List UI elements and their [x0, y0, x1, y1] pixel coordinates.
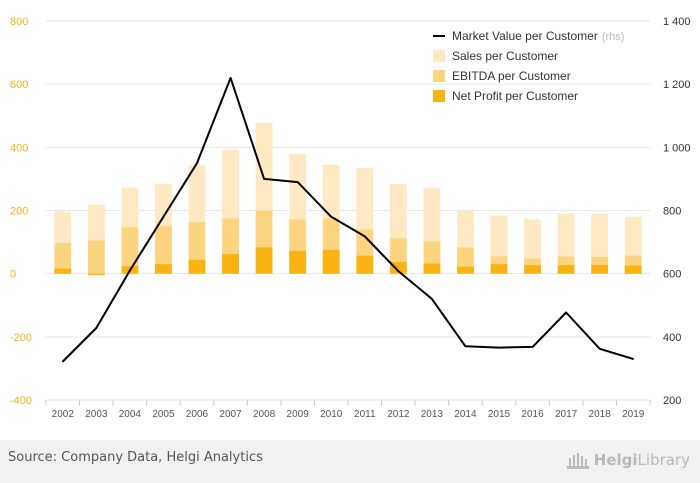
- left-axis-tick-label: -200: [10, 332, 32, 344]
- bar-ebitda-2002: [54, 243, 72, 274]
- market-value-point-2012: [397, 270, 400, 272]
- legend-item-label: Market Value per Customer (rhs): [452, 29, 624, 43]
- market-value-point-2008: [263, 178, 265, 180]
- grid-lines: [45, 20, 651, 406]
- x-tick-label: 2010: [320, 409, 343, 420]
- bar-ebitda-2003: [87, 240, 105, 274]
- legend-label-text: Net Profit per Customer: [452, 89, 578, 103]
- market-value-line-layer: [61, 76, 635, 363]
- right-axis-tick-label: 600: [663, 269, 681, 281]
- x-tick-label: 2016: [521, 409, 544, 420]
- bar-net-profit-2005: [155, 264, 172, 274]
- legend: Market Value per Customer (rhs) Sales per …: [433, 29, 624, 103]
- x-tick-label: 2011: [354, 409, 376, 420]
- right-axis-tick-label: 800: [663, 206, 681, 218]
- axis-labels: -400 -200 0 200 400 600 800 200 400 600 800 1 000 1 …: [10, 16, 691, 420]
- right-axis-tick-label: 1 000: [663, 142, 691, 154]
- bar-net-profit-2018: [591, 265, 609, 274]
- chart-svg: -400 -200 0 200 400 600 800 200 400 600 800 1 000 1 …: [10, 16, 691, 420]
- x-tick-label: 2017: [555, 409, 578, 420]
- x-tick-label: 2009: [287, 409, 310, 420]
- bar-net-profit-2006: [188, 259, 206, 274]
- market-value-point-2010: [330, 216, 333, 218]
- x-tick-label: 2008: [253, 409, 276, 420]
- legend-label-text: Market Value per Customer: [452, 29, 598, 43]
- footer: Source: Company Data, Helgi Analytics He…: [0, 440, 700, 483]
- legend-swatch-ebitda: [433, 70, 445, 82]
- x-tick-label: 2006: [186, 409, 209, 420]
- x-tick-label: 2019: [622, 409, 645, 420]
- x-tick-label: 2013: [421, 409, 444, 420]
- right-axis-tick-label: 400: [663, 332, 681, 344]
- market-value-point-2005: [162, 216, 165, 218]
- bar-net-profit-2012: [389, 261, 407, 274]
- x-tick-label: 2014: [454, 409, 477, 420]
- left-axis-tick-label: 400: [10, 142, 28, 154]
- bar-net-profit-2002: [54, 268, 72, 274]
- market-value-point-2011: [363, 235, 366, 238]
- bar-net-profit-2017: [557, 265, 575, 274]
- legend-item-label: EBITDA per Customer: [452, 69, 571, 83]
- brand-name-bold: Helgi: [593, 451, 638, 469]
- x-tick-label: 2018: [589, 409, 612, 420]
- x-tick-label: 2012: [387, 409, 410, 420]
- x-tick-label: 2015: [488, 409, 511, 420]
- legend-swatch-sales: [433, 50, 445, 62]
- market-value-point-2016: [531, 346, 534, 348]
- right-axis-tick-label: 200: [663, 395, 681, 407]
- brand-name-suffix: Library: [637, 451, 690, 469]
- legend-swatch-net_profit: [433, 90, 445, 102]
- bar-net-profit-2008: [255, 247, 273, 274]
- x-tick-label: 2005: [152, 409, 175, 420]
- market-value-point-2015: [498, 346, 500, 349]
- market-value-point-2019: [632, 358, 635, 360]
- library-building-icon: [566, 453, 589, 469]
- bar-net-profit-2009: [289, 250, 307, 274]
- right-axis-tick-label: 1 200: [663, 79, 691, 91]
- right-axis-tick-label: 1 400: [663, 16, 691, 28]
- market-value-line: [62, 76, 634, 363]
- legend-label-text: EBITDA per Customer: [452, 69, 571, 83]
- left-axis-tick-label: 600: [10, 79, 28, 91]
- market-value-point-2018: [598, 348, 601, 350]
- bar-net-profit-2014: [457, 266, 474, 274]
- market-value-point-2007: [229, 77, 232, 79]
- market-value-point-2003: [95, 327, 98, 329]
- x-tick-label: 2003: [85, 409, 108, 420]
- left-axis-tick-label: 800: [10, 16, 28, 28]
- x-tick-label: 2004: [119, 409, 142, 420]
- market-value-point-2017: [565, 311, 567, 314]
- left-axis-tick-label: 0: [10, 269, 16, 281]
- bars: [54, 122, 642, 276]
- bar-net-profit-2011: [356, 255, 374, 274]
- x-tick-label: 2007: [219, 409, 242, 420]
- market-value-point-2014: [464, 345, 467, 348]
- legend-item-label: Net Profit per Customer: [452, 89, 578, 103]
- chart-area: -400 -200 0 200 400 600 800 200 400 600 800 1 000 1 …: [0, 0, 700, 440]
- bar-net-profit-2013: [423, 263, 441, 274]
- bar-net-profit-2007: [222, 254, 239, 274]
- legend-rhs-note: (rhs): [602, 31, 625, 43]
- brand-name: HelgiLibrary: [594, 451, 690, 469]
- market-value-point-2013: [431, 298, 433, 300]
- legend-item-label: Sales per Customer: [452, 49, 558, 63]
- market-value-point-2009: [296, 181, 299, 183]
- bar-net-profit-2003: [87, 273, 105, 276]
- market-value-point-2002: [61, 360, 64, 363]
- market-value-point-2006: [196, 162, 198, 164]
- left-axis-tick-label: 200: [10, 206, 28, 218]
- source-note: Source: Company Data, Helgi Analytics: [8, 450, 263, 465]
- bar-net-profit-2016: [524, 265, 541, 274]
- legend-label-text: Sales per Customer: [452, 49, 558, 63]
- bar-net-profit-2019: [624, 265, 642, 274]
- bar-ebitda-2005: [155, 226, 172, 274]
- bar-net-profit-2010: [322, 249, 340, 274]
- market-value-point-2004: [129, 269, 131, 272]
- left-axis-tick-label: -400: [10, 395, 32, 407]
- x-tick-label: 2002: [52, 409, 75, 420]
- bar-net-profit-2015: [490, 264, 508, 274]
- brand-logo: HelgiLibrary: [566, 448, 690, 472]
